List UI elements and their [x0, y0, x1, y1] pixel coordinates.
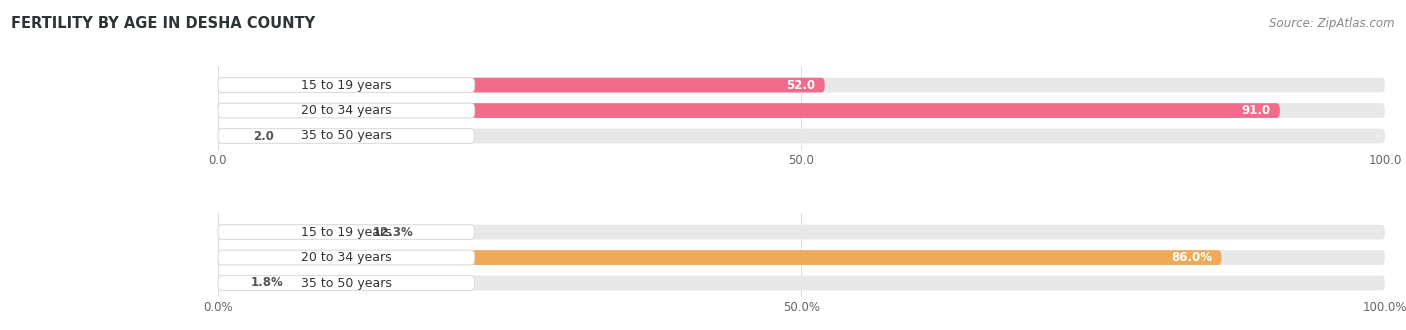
- FancyBboxPatch shape: [218, 78, 475, 92]
- FancyBboxPatch shape: [218, 250, 1222, 265]
- Text: 2.0: 2.0: [253, 129, 274, 143]
- Text: 12.3%: 12.3%: [373, 226, 413, 239]
- FancyBboxPatch shape: [218, 250, 475, 265]
- FancyBboxPatch shape: [218, 103, 475, 118]
- FancyBboxPatch shape: [218, 276, 239, 290]
- FancyBboxPatch shape: [218, 103, 1385, 118]
- FancyBboxPatch shape: [218, 129, 1385, 143]
- Text: 52.0: 52.0: [786, 79, 815, 92]
- FancyBboxPatch shape: [218, 276, 1385, 290]
- Text: 86.0%: 86.0%: [1171, 251, 1212, 264]
- Text: 15 to 19 years: 15 to 19 years: [301, 79, 392, 92]
- FancyBboxPatch shape: [218, 103, 1279, 118]
- FancyBboxPatch shape: [218, 78, 1385, 92]
- Text: FERTILITY BY AGE IN DESHA COUNTY: FERTILITY BY AGE IN DESHA COUNTY: [11, 16, 315, 31]
- Text: 1.8%: 1.8%: [250, 277, 284, 289]
- FancyBboxPatch shape: [218, 250, 1385, 265]
- FancyBboxPatch shape: [218, 276, 475, 290]
- Text: 20 to 34 years: 20 to 34 years: [301, 251, 392, 264]
- FancyBboxPatch shape: [218, 129, 242, 143]
- FancyBboxPatch shape: [218, 129, 475, 143]
- FancyBboxPatch shape: [218, 225, 361, 240]
- Text: 91.0: 91.0: [1241, 104, 1271, 117]
- Text: Source: ZipAtlas.com: Source: ZipAtlas.com: [1270, 16, 1395, 29]
- Text: 15 to 19 years: 15 to 19 years: [301, 226, 392, 239]
- FancyBboxPatch shape: [218, 78, 825, 92]
- Text: 35 to 50 years: 35 to 50 years: [301, 129, 392, 143]
- Text: 20 to 34 years: 20 to 34 years: [301, 104, 392, 117]
- FancyBboxPatch shape: [218, 225, 475, 240]
- FancyBboxPatch shape: [218, 225, 1385, 240]
- Text: 35 to 50 years: 35 to 50 years: [301, 277, 392, 289]
